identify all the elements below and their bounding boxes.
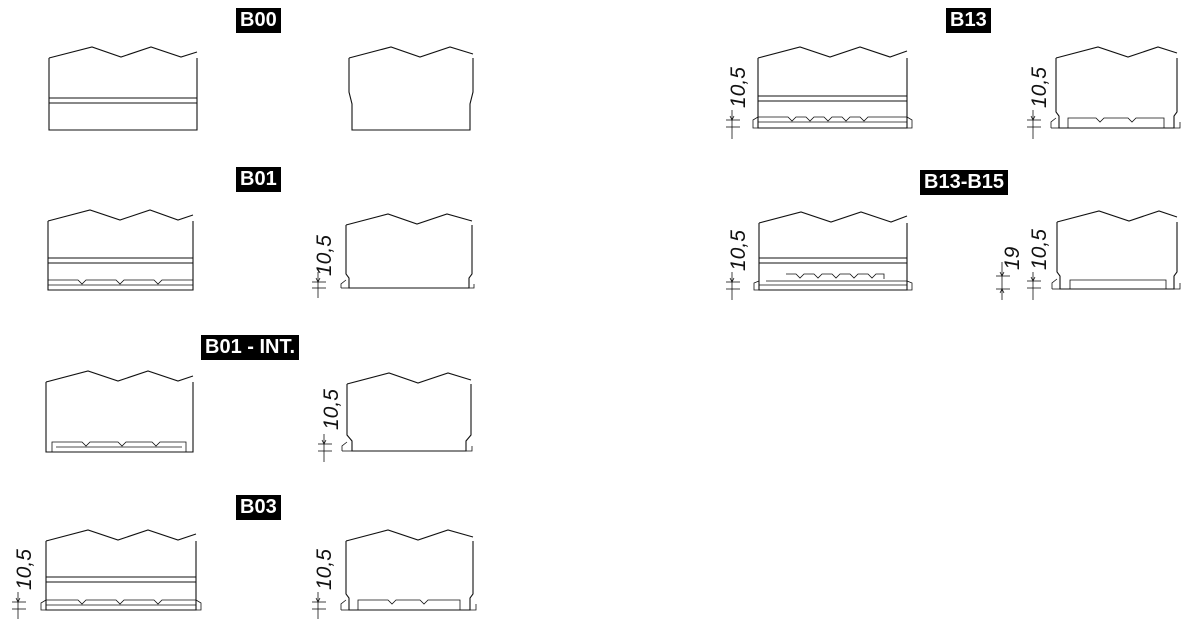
profile-b03-right [340,529,477,611]
dimension-label-b03-right: 10,5 [313,549,336,590]
section-label-b01: B01 [236,167,281,192]
dimension-label-b13-left: 10,5 [727,67,750,108]
profile-b13-b15-left [753,211,913,291]
dimension-label-b13-b15-left: 10,5 [727,230,750,271]
profile-b13-right [1050,46,1181,129]
dimension-label-b13-b15-right: 10,5 [1028,229,1051,270]
dimension-b13-b15-left: 10,5 [726,230,750,300]
profile-b13-b15-right [1051,210,1181,290]
profile-b01-left [47,209,194,291]
section-label-b01-int: B01 - INT. [201,335,300,360]
dimension-b13-left: 10,5 [726,67,750,139]
dimension-label-b01-int: 10,5 [320,389,343,430]
dimension-b03-left: 10,5 [12,549,36,619]
dimension-label-b13-right: 10,5 [1028,67,1051,108]
dimension-label-19: 19 [1001,246,1024,270]
dimension-b03-right: 10,5 [312,549,336,619]
profile-b01-int-right [341,372,473,452]
dimension-b13-b15-right: 10,5 [1027,229,1051,300]
dimension-label-b01: 10,5 [313,235,336,276]
profile-b03-left [40,529,202,611]
dimension-b13-right: 10,5 [1027,67,1051,139]
dimension-b13-b15-19: 19 [996,246,1024,300]
section-label-b00: B00 [236,8,281,33]
profile-b01-int-left [45,370,194,453]
profile-b00-left [48,46,198,131]
dimension-b01-int: 10,5 [318,389,343,462]
dimension-label-b03-left: 10,5 [13,549,36,590]
section-label-b13-b15: B13-B15 [920,170,1009,195]
section-label-b13: B13 [946,8,991,33]
profile-b01-right [340,213,475,289]
profile-b13-left [752,46,913,129]
section-label-b03: B03 [236,495,281,520]
dimension-b01: 10,5 [312,235,336,298]
profile-b00-right [348,46,474,131]
